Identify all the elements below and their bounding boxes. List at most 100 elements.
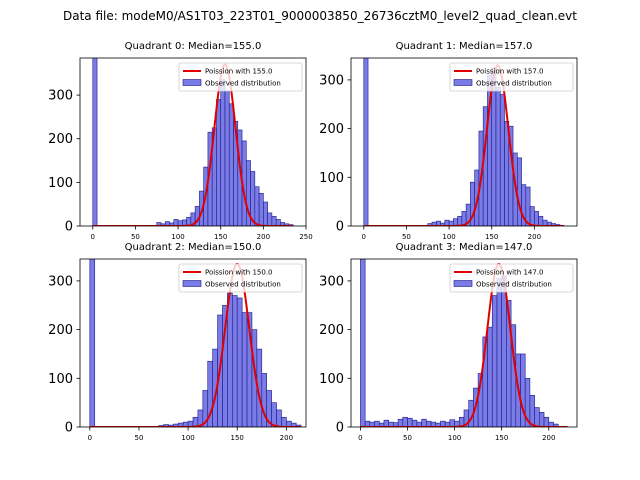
x-tick-label: 100 — [448, 434, 461, 442]
poisson-curve — [360, 262, 568, 427]
x-tick-label: 0 — [362, 233, 366, 241]
histogram-bar — [281, 416, 287, 427]
histogram-bar — [276, 409, 282, 427]
histogram-bar — [534, 211, 539, 226]
x-tick-label: 100 — [181, 434, 194, 442]
histogram-bar — [227, 292, 233, 427]
histogram-bar — [241, 312, 248, 427]
legend-label-poisson: Poission with 157.0 — [476, 68, 544, 76]
histogram-bar — [538, 215, 544, 226]
y-tick-label: 100 — [48, 176, 73, 191]
histogram-bar — [89, 259, 96, 427]
panel-title: Quadrant 2: Median=150.0 — [125, 242, 262, 253]
histogram-bar — [543, 416, 550, 427]
y-tick-label: 0 — [65, 421, 73, 436]
y-tick-label: 0 — [336, 220, 344, 235]
legend-bar-swatch — [182, 79, 202, 86]
histogram-bar — [263, 201, 268, 226]
x-tick-label: 200 — [528, 233, 541, 241]
y-tick-label: 100 — [319, 372, 344, 387]
histogram-bar — [539, 412, 545, 427]
x-tick-label: 100 — [442, 233, 455, 241]
plot-area — [360, 259, 568, 427]
histogram-bar — [258, 192, 264, 226]
histogram-bar — [517, 157, 522, 226]
histogram-bar — [236, 297, 243, 427]
legend-label-poisson: Poission with 150.0 — [205, 269, 273, 277]
panel-quadrant-2: 0 50 100 150 200 0 100 200 300 Quadrant 2: Median… — [48, 242, 307, 442]
legend-bar-swatch — [453, 280, 473, 287]
histogram-bar — [529, 395, 535, 427]
legend-bar-swatch — [182, 280, 202, 287]
x-tick-label: 0 — [358, 434, 362, 442]
legend: Poission with 147.0 Observed distribution — [449, 263, 574, 293]
histogram-bar — [402, 416, 408, 427]
legend-label-observed: Observed distribution — [205, 80, 281, 88]
legend-label-poisson: Poission with 147.0 — [476, 269, 544, 277]
x-tick-label: 150 — [485, 233, 498, 241]
legend-label-observed: Observed distribution — [476, 80, 552, 88]
y-tick-label: 200 — [48, 132, 73, 147]
legend-label-poisson: Poission with 155.0 — [205, 68, 273, 76]
legend-box — [178, 263, 303, 293]
x-tick-label: 150 — [214, 233, 227, 241]
panel-title: Quadrant 1: Median=157.0 — [396, 41, 533, 52]
figure-title: Data file: modeM0/AS1T03_223T01_90000038… — [63, 9, 577, 23]
histogram-bar — [383, 419, 389, 427]
legend: Poission with 155.0 Observed distribution — [178, 62, 303, 92]
plot-area — [363, 58, 565, 226]
histogram-bar — [504, 121, 510, 226]
histogram-bar — [487, 326, 493, 427]
y-tick-label: 0 — [336, 421, 344, 436]
x-tick-label: 200 — [257, 233, 270, 241]
y-tick-label: 0 — [65, 220, 73, 235]
x-tick-label: 50 — [131, 233, 140, 241]
histogram-bar — [496, 278, 502, 427]
histogram-bar — [501, 275, 507, 427]
histogram-bar — [216, 99, 222, 226]
axes-frame — [350, 258, 578, 428]
axes-frame — [79, 258, 307, 428]
x-tick-label: 250 — [299, 233, 312, 241]
histogram-bar — [499, 94, 505, 226]
legend-box — [178, 62, 303, 92]
panel-title: Quadrant 3: Median=147.0 — [396, 242, 533, 253]
histogram-bar — [267, 212, 273, 226]
histogram-bar — [397, 418, 404, 427]
legend-label-observed: Observed distribution — [476, 281, 552, 289]
x-tick-label: 50 — [134, 434, 143, 442]
legend-box — [449, 263, 574, 293]
histogram-bar — [529, 206, 535, 226]
histogram-bar — [228, 103, 234, 226]
panel-title: Quadrant 0: Median=155.0 — [125, 41, 262, 52]
x-tick-label: 50 — [402, 233, 411, 241]
histogram-bar — [224, 90, 230, 226]
histogram-bar — [363, 58, 369, 226]
histogram-bar — [491, 67, 497, 226]
histogram-bar — [271, 216, 277, 226]
panel-quadrant-0: 0 50 100 150 200 250 0 100 200 300 Quadrant 0: Med… — [48, 41, 313, 241]
histogram-bar — [254, 186, 260, 226]
x-tick-label: 50 — [403, 434, 412, 442]
y-tick-label: 200 — [319, 122, 344, 137]
y-tick-label: 300 — [48, 89, 73, 104]
histogram-bar — [220, 79, 226, 226]
histogram-bar — [407, 417, 413, 427]
histogram-bar — [232, 295, 238, 427]
y-tick-label: 100 — [48, 372, 73, 387]
plot-area — [89, 259, 302, 427]
histogram-bar — [411, 419, 418, 427]
panel-quadrant-1: 0 50 100 150 200 0 100 200 300 Quadrant 1: Median… — [319, 41, 578, 241]
y-tick-label: 300 — [48, 274, 73, 289]
histogram-bar — [495, 86, 501, 226]
histogram-bar — [534, 407, 540, 427]
y-tick-label: 300 — [319, 73, 344, 88]
histogram-bar — [421, 418, 427, 427]
x-tick-label: 0 — [88, 434, 92, 442]
histogram-bar — [360, 259, 366, 427]
poisson-curve — [363, 64, 565, 226]
histogram-bar — [491, 295, 498, 427]
histogram-bar — [271, 402, 277, 427]
legend-label-observed: Observed distribution — [205, 281, 281, 289]
